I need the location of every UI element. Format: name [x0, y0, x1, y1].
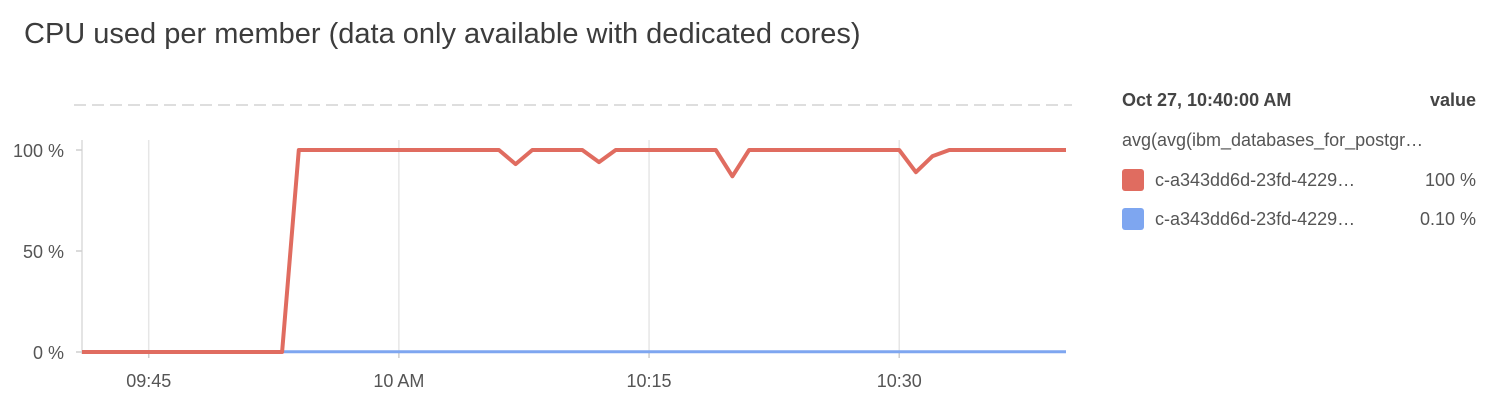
y-tick-label: 0 %: [33, 343, 64, 363]
legend-swatch: [1122, 208, 1144, 230]
x-tick-label: 10 AM: [373, 371, 424, 391]
legend-value-header: value: [1429, 90, 1476, 110]
legend-item-value: 0.10 %: [1419, 208, 1476, 229]
legend-timestamp: Oct 27, 10:40:00 AM: [1122, 90, 1292, 110]
legend-item[interactable]: c-a343dd6d-23fd-4229… 100 %: [1122, 167, 1476, 193]
series-lines: [82, 148, 1066, 354]
legend-header: Oct 27, 10:40:00 AM value: [1122, 90, 1476, 114]
x-tick-label: 10:15: [627, 371, 672, 391]
legend-swatch: [1122, 169, 1144, 191]
y-tick-label: 100 %: [13, 141, 64, 161]
chart-title: CPU used per member (data only available…: [24, 18, 861, 50]
legend-query: avg(avg(ibm_databases_for_postgr…: [1122, 130, 1424, 150]
x-axis: 09:45 10 AM 10:15 10:30: [126, 371, 922, 391]
y-tick-label: 50 %: [23, 242, 64, 262]
legend-item-name: c-a343dd6d-23fd-4229…: [1155, 208, 1356, 229]
legend-item-value: 100 %: [1424, 169, 1476, 190]
line-chart[interactable]: 0 % 50 % 100 % 09:45 10 AM 10:15 10:30: [0, 0, 1100, 406]
y-axis: 0 % 50 % 100 %: [13, 140, 83, 363]
legend-item[interactable]: c-a343dd6d-23fd-4229… 0.10 %: [1122, 206, 1476, 232]
x-tick-label: 10:30: [877, 371, 922, 391]
series-line-member-1: [82, 148, 1066, 354]
legend-item-name: c-a343dd6d-23fd-4229…: [1155, 169, 1356, 190]
x-tick-label: 09:45: [126, 371, 171, 391]
chart-legend: Oct 27, 10:40:00 AM value avg(avg(ibm_da…: [1122, 90, 1476, 232]
x-gridlines: [147, 140, 900, 358]
